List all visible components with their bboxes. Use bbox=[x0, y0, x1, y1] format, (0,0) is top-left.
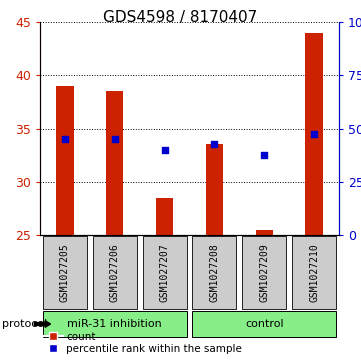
FancyBboxPatch shape bbox=[43, 311, 187, 337]
Point bbox=[212, 142, 217, 147]
Legend: count, percentile rank within the sample: count, percentile rank within the sample bbox=[38, 327, 246, 358]
Text: miR-31 inhibition: miR-31 inhibition bbox=[68, 319, 162, 329]
Text: GSM1027205: GSM1027205 bbox=[60, 243, 70, 302]
Bar bbox=[156, 198, 173, 235]
FancyBboxPatch shape bbox=[242, 236, 286, 309]
Bar bbox=[106, 91, 123, 235]
FancyBboxPatch shape bbox=[192, 236, 236, 309]
Text: GSM1027206: GSM1027206 bbox=[110, 243, 120, 302]
Bar bbox=[206, 144, 223, 235]
Text: GDS4598 / 8170407: GDS4598 / 8170407 bbox=[103, 10, 258, 25]
Bar bbox=[305, 33, 323, 235]
Text: GSM1027210: GSM1027210 bbox=[309, 243, 319, 302]
Text: GSM1027208: GSM1027208 bbox=[209, 243, 219, 302]
FancyBboxPatch shape bbox=[143, 236, 187, 309]
Point bbox=[62, 136, 68, 142]
Point bbox=[311, 131, 317, 137]
FancyBboxPatch shape bbox=[192, 311, 336, 337]
Text: control: control bbox=[245, 319, 283, 329]
Text: GSM1027207: GSM1027207 bbox=[160, 243, 170, 302]
Point bbox=[261, 152, 267, 158]
Text: GSM1027209: GSM1027209 bbox=[259, 243, 269, 302]
Point bbox=[112, 136, 118, 142]
FancyBboxPatch shape bbox=[292, 236, 336, 309]
FancyBboxPatch shape bbox=[43, 236, 87, 309]
FancyBboxPatch shape bbox=[93, 236, 137, 309]
Bar bbox=[56, 86, 74, 235]
Bar bbox=[256, 230, 273, 235]
Text: protocol: protocol bbox=[2, 319, 47, 329]
Point bbox=[162, 147, 168, 153]
